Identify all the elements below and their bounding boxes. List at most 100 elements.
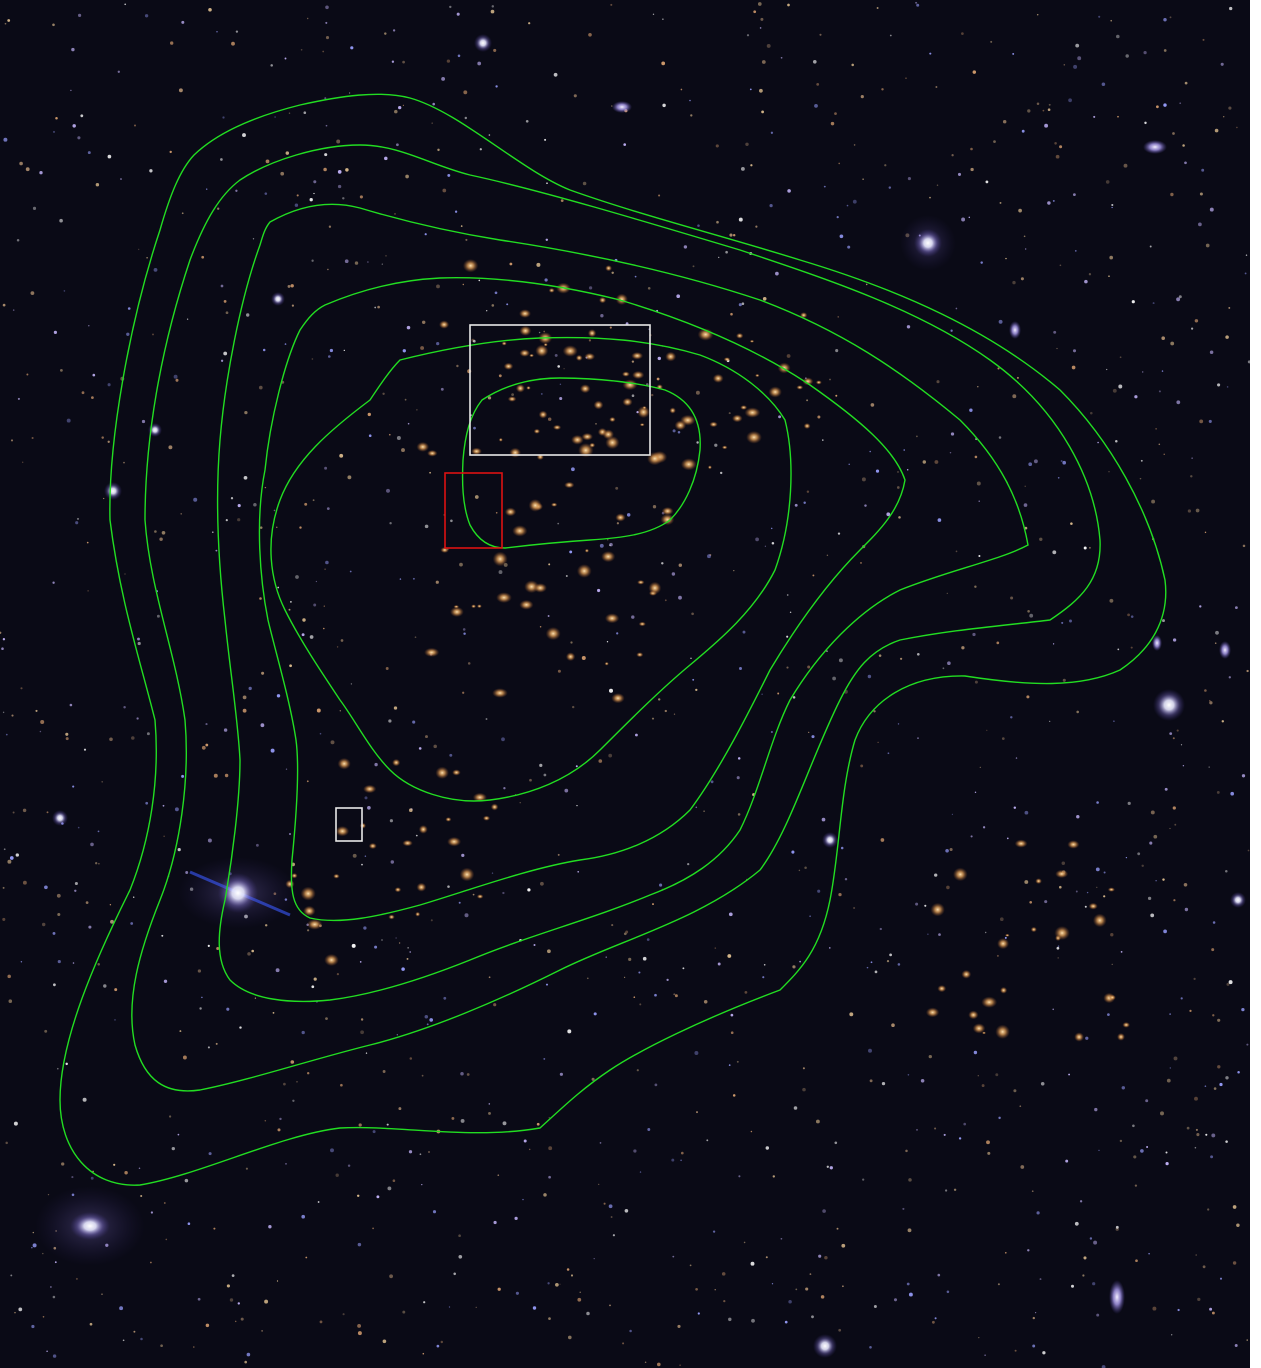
cluster-galaxy [482, 815, 491, 821]
field-speck [1208, 766, 1210, 768]
field-speck [1173, 1056, 1178, 1061]
field-speck [42, 1316, 45, 1318]
cluster-galaxy [744, 407, 761, 418]
field-speck [325, 36, 330, 40]
field-speck [986, 729, 988, 731]
field-speck [487, 396, 492, 400]
field-speck [343, 349, 345, 352]
cluster-galaxy [982, 1031, 986, 1035]
field-speck [897, 723, 900, 725]
field-speck [5, 1141, 8, 1145]
cluster-galaxy [545, 627, 561, 641]
field-speck [915, 1, 918, 4]
field-speck [1040, 1082, 1045, 1086]
field-speck [769, 203, 773, 208]
field-speck [251, 949, 255, 953]
contour-level-4 [258, 277, 906, 922]
field-speck [1027, 1249, 1030, 1252]
field-speck [1044, 900, 1048, 904]
field-speck [163, 979, 168, 983]
field-speck [1048, 103, 1051, 106]
field-speck [141, 419, 146, 424]
field-speck [647, 287, 651, 290]
field-speck [1093, 115, 1096, 118]
cluster-galaxy [581, 432, 593, 441]
field-speck [837, 532, 841, 535]
field-speck [777, 692, 780, 695]
field-speck [981, 1084, 985, 1088]
field-speck [1241, 774, 1246, 778]
field-speck [17, 397, 20, 400]
field-speck [897, 471, 899, 473]
field-speck [1029, 900, 1033, 904]
field-speck [305, 1256, 308, 1259]
field-speck [1059, 885, 1062, 889]
field-speck [22, 461, 24, 463]
field-speck [982, 826, 986, 829]
field-speck [595, 423, 597, 425]
field-speck [553, 72, 558, 77]
field-speck [1068, 1073, 1071, 1076]
field-speck [22, 808, 27, 813]
field-speck [16, 238, 20, 242]
field-speck [862, 1178, 865, 1181]
field-speck [90, 842, 94, 847]
cluster-galaxy [477, 604, 482, 609]
field-speck [11, 714, 14, 717]
field-speck [424, 524, 429, 529]
field-speck [1073, 64, 1078, 69]
cluster-galaxy [622, 397, 633, 407]
field-speck [676, 294, 681, 299]
field-speck [1056, 347, 1058, 350]
field-speck [1169, 1013, 1171, 1015]
field-speck [402, 349, 406, 353]
cluster-galaxy [300, 886, 316, 901]
field-speck [1096, 1313, 1100, 1317]
field-speck [1176, 729, 1179, 732]
field-speck [442, 188, 447, 193]
field-speck [906, 468, 909, 471]
field-speck [336, 139, 341, 144]
field-speck [65, 1062, 68, 1066]
field-speck [174, 807, 179, 812]
field-speck [543, 330, 546, 333]
field-speck [1076, 710, 1079, 714]
field-speck [423, 1301, 426, 1304]
field-speck [881, 88, 884, 91]
field-speck [573, 94, 577, 98]
field-speck [463, 90, 468, 95]
field-speck [564, 788, 569, 793]
field-speck [288, 608, 291, 611]
field-speck [1190, 475, 1193, 478]
field-speck [207, 838, 212, 843]
field-speck [1209, 699, 1211, 702]
field-speck [536, 262, 541, 267]
field-speck [1208, 419, 1212, 423]
cluster-galaxy [937, 985, 947, 993]
field-speck [180, 513, 182, 515]
cluster-galaxy [925, 1007, 940, 1018]
field-speck [424, 1014, 429, 1019]
field-speck [787, 3, 790, 7]
field-speck [1202, 1265, 1206, 1269]
field-speck [572, 705, 575, 709]
field-speck [268, 1225, 272, 1229]
field-speck [1140, 459, 1143, 462]
field-speck [91, 396, 94, 399]
field-speck [598, 759, 603, 763]
field-speck [623, 976, 626, 979]
cluster-galaxy [519, 325, 532, 336]
field-speck [1036, 102, 1040, 105]
field-speck [234, 1320, 237, 1323]
field-speck [398, 105, 402, 110]
field-speck [447, 173, 451, 177]
field-speck [1001, 737, 1005, 740]
field-speck [1042, 109, 1045, 112]
field-speck [889, 34, 892, 37]
field-speck [18, 1307, 23, 1312]
field-speck [811, 735, 815, 739]
field-speck [514, 1216, 518, 1221]
field-speck [1123, 163, 1128, 168]
field-speck [1216, 790, 1220, 794]
